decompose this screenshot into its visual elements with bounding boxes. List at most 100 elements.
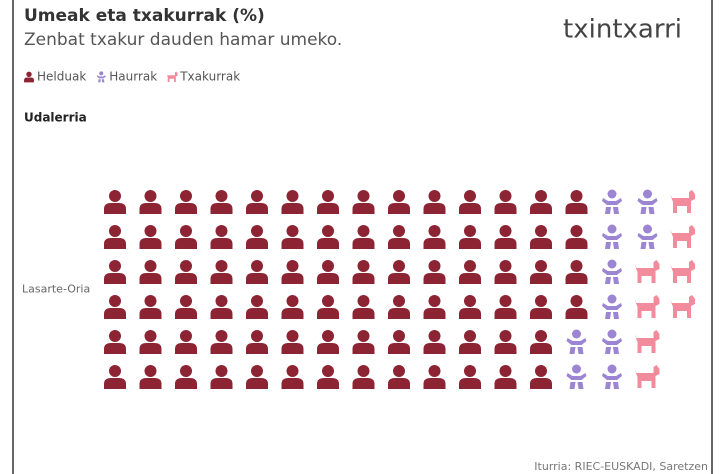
- icon: [175, 225, 197, 249]
- legend-label: Txakurrak: [179, 70, 240, 84]
- icon-part: [357, 295, 370, 307]
- icon: [210, 225, 233, 249]
- icon-part: [104, 343, 126, 354]
- icon-part: [215, 365, 228, 377]
- icon-part: [352, 378, 375, 389]
- icon-part: [565, 238, 588, 249]
- icon-part: [569, 347, 584, 354]
- legend-label: Helduak: [37, 70, 86, 84]
- icon-part: [530, 343, 552, 354]
- icon: [423, 190, 446, 214]
- icon: [423, 225, 446, 249]
- icon: [602, 329, 622, 354]
- icon-part: [670, 225, 695, 248]
- icon-part: [144, 365, 157, 377]
- icon-part: [494, 308, 517, 319]
- icon: [388, 330, 410, 354]
- icon-part: [180, 225, 192, 237]
- icon-part: [175, 378, 197, 389]
- icon: [317, 225, 339, 249]
- icon-part: [175, 273, 197, 284]
- icon: [565, 190, 588, 214]
- icon-part: [317, 378, 339, 389]
- icon-part: [104, 273, 126, 284]
- icon-part: [570, 190, 583, 202]
- icon-part: [104, 308, 126, 319]
- icon-part: [423, 308, 446, 319]
- icon-part: [634, 260, 660, 283]
- icon-part: [109, 330, 121, 342]
- icon-part: [459, 308, 481, 319]
- icon: [634, 365, 660, 388]
- icon: [602, 294, 622, 319]
- icon-part: [388, 343, 410, 354]
- icon-part: [109, 260, 121, 272]
- icon-part: [605, 312, 619, 319]
- icon-part: [210, 273, 233, 284]
- icon-part: [281, 203, 304, 214]
- icon-part: [393, 330, 405, 342]
- icon-part: [535, 225, 547, 237]
- icon: [104, 295, 126, 319]
- icon: [210, 190, 233, 214]
- icon-part: [246, 203, 268, 214]
- axis-label: Udalerria: [24, 111, 87, 125]
- icon-part: [251, 295, 263, 307]
- icon: [246, 330, 268, 354]
- icon-part: [572, 364, 581, 374]
- icon-part: [180, 330, 192, 342]
- icon-part: [393, 365, 405, 377]
- icon-part: [428, 330, 441, 342]
- icon: [139, 260, 162, 284]
- icon-part: [499, 365, 512, 377]
- icon: [494, 365, 517, 389]
- icon-part: [393, 295, 405, 307]
- icon-part: [175, 343, 197, 354]
- icon-part: [605, 277, 619, 284]
- icon-part: [246, 273, 268, 284]
- legend-icon: [24, 71, 34, 83]
- icon-part: [357, 190, 370, 202]
- icon-part: [464, 260, 476, 272]
- icon-part: [317, 308, 339, 319]
- icon-part: [109, 190, 121, 202]
- icon-part: [286, 225, 299, 237]
- icon: [352, 330, 375, 354]
- legend-label: Haurrak: [109, 70, 157, 84]
- icon-part: [634, 330, 660, 353]
- icon-part: [499, 260, 512, 272]
- icon-part: [565, 308, 588, 319]
- icon-part: [104, 203, 126, 214]
- icon-part: [109, 365, 121, 377]
- icon: [352, 365, 375, 389]
- icon: [352, 260, 375, 284]
- icon-part: [535, 330, 547, 342]
- icon: [565, 260, 588, 284]
- icon-part: [640, 242, 655, 249]
- icon-part: [215, 295, 228, 307]
- icon-part: [607, 329, 617, 339]
- icon-part: [139, 203, 162, 214]
- icon: [139, 190, 162, 214]
- icon: [670, 225, 695, 248]
- icon: [139, 295, 162, 319]
- icon-part: [572, 329, 581, 339]
- icon: [281, 295, 304, 319]
- icon: [388, 225, 410, 249]
- icon: [210, 330, 233, 354]
- icon-part: [180, 365, 192, 377]
- icon-part: [670, 260, 695, 283]
- icon: [388, 365, 410, 389]
- icon: [637, 189, 658, 214]
- icon: [459, 225, 481, 249]
- icon-part: [317, 238, 339, 249]
- icon-part: [357, 330, 370, 342]
- icon: [317, 330, 339, 354]
- icon: [634, 330, 660, 353]
- icon-part: [322, 260, 334, 272]
- icon-part: [464, 225, 476, 237]
- icon-part: [357, 225, 370, 237]
- icon-part: [175, 308, 197, 319]
- icon-part: [570, 295, 583, 307]
- icon: [104, 225, 126, 249]
